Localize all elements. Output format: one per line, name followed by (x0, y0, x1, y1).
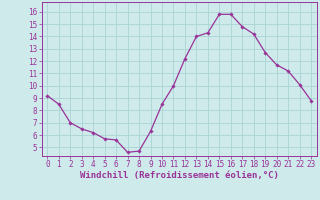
X-axis label: Windchill (Refroidissement éolien,°C): Windchill (Refroidissement éolien,°C) (80, 171, 279, 180)
